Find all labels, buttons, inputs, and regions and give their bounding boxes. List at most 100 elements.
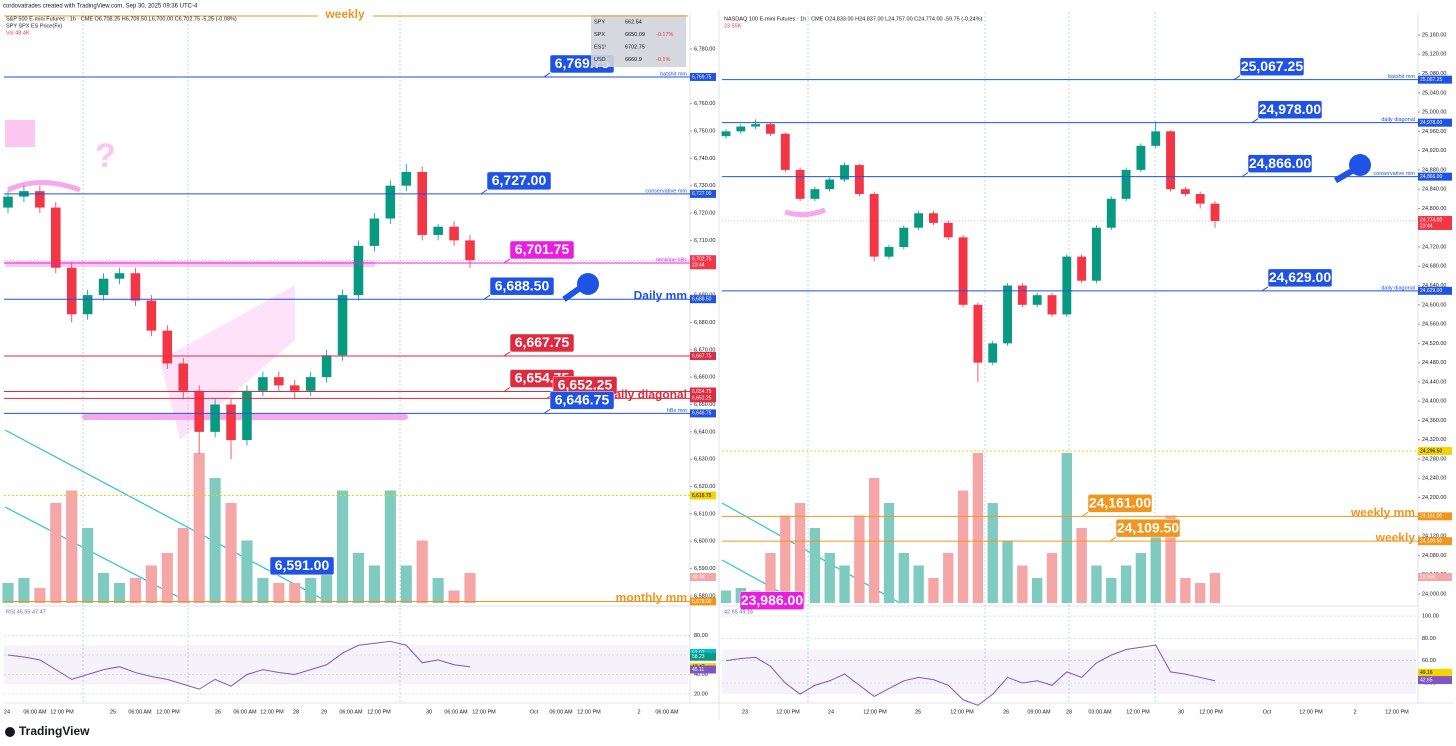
x-tick-label: 06:00 AM [549, 709, 573, 715]
y-tick-label: 25,120.00 [1422, 52, 1446, 58]
rsi-tick-label: 40.00 [694, 672, 708, 678]
volume-bar [1061, 453, 1073, 603]
volume-bar [913, 565, 924, 603]
candle-body [289, 385, 300, 391]
volume-tag [690, 573, 716, 581]
annotation-bg [318, 8, 373, 22]
x-tick-label: 12:00 PM [260, 709, 284, 715]
volume-bar [1091, 565, 1102, 603]
rsi-line [7, 640, 471, 690]
table-cell: ES1! [594, 44, 606, 50]
volume-bar [1209, 573, 1221, 603]
x-tick-label: 12:00 PM [1299, 709, 1323, 715]
rsi-title: 42.65 49.16 [724, 609, 753, 615]
axis-tag [690, 491, 716, 500]
x-tick-label: 12:00 PM [367, 709, 391, 715]
y-tick-label: 6,600.00 [694, 539, 715, 545]
callout-box [1257, 100, 1323, 119]
callout-label: 6,652.25 [558, 377, 613, 393]
x-tick-label: 25 [915, 709, 921, 715]
y-tick-label: 24,920.00 [1422, 148, 1446, 154]
rsi-tick-label: 60.00 [1422, 658, 1436, 664]
rsi-tag-label: 45.11 [692, 667, 704, 673]
callout-leader [503, 387, 511, 392]
level-note: neckline hBs [656, 257, 687, 263]
table-cell: -0.1% [656, 57, 670, 63]
level-note: monthly mm [616, 591, 687, 605]
y-tick-label: 6,720.00 [694, 210, 715, 216]
volume-bar [987, 503, 998, 603]
trendline [4, 506, 191, 604]
volume-bar [972, 453, 984, 603]
y-tick-label: 24,240.00 [1422, 476, 1446, 482]
volume-bar [1150, 528, 1161, 603]
volume-bar [794, 503, 806, 603]
y-tick-label: 6,760.00 [694, 101, 715, 107]
volume-title: Vol 48.4K [6, 30, 30, 36]
price-axis [1418, 12, 1454, 702]
rsi-tag [690, 652, 716, 661]
candle-body [305, 377, 316, 391]
axis-tag [1418, 512, 1452, 521]
y-tick-label: 24,520.00 [1422, 341, 1446, 347]
callout-label: 24,866.00 [1249, 155, 1311, 171]
volume-bar [113, 583, 126, 603]
level-note: daily diagonal [1381, 285, 1415, 291]
y-tick-label: 24,280.00 [1422, 456, 1446, 462]
rsi-line [725, 644, 1216, 706]
volume-bar [305, 578, 317, 603]
callout-label: 6,667.75 [515, 334, 570, 350]
x-tick-label: 26 [215, 709, 221, 715]
rsi-tick-label: 20.00 [694, 691, 708, 697]
volume-bar [18, 578, 30, 603]
y-tick-label: 25,040.00 [1422, 90, 1446, 96]
y-tick-label: 25,080.00 [1422, 71, 1446, 77]
y-tick-label: 6,750.00 [694, 128, 715, 134]
y-tick-label: 24,440.00 [1422, 379, 1446, 385]
last-price-label: 6,702.75 [692, 257, 712, 263]
axis-tag-label: 25,067.25 [1420, 77, 1442, 83]
candle-body [242, 390, 252, 441]
volume-bar [943, 553, 954, 603]
y-tick-label: 6,650.00 [694, 402, 715, 408]
x-tick-label: 06:00 AM [23, 709, 47, 715]
level-note: hBs mm [667, 408, 688, 414]
x-tick-label: 24 [4, 709, 10, 715]
candle-body [449, 226, 459, 241]
callout-box [1247, 154, 1313, 173]
level-note: conservative mm [1373, 171, 1415, 177]
x-tick-label: 12:00 PM [156, 709, 180, 715]
table-cell: 6650.09 [625, 32, 645, 38]
legend-subtitle: SPY SPX ES Price(Fx) [6, 23, 62, 29]
volume-bar [839, 565, 850, 603]
axis-tag-label: 24,161.00 [1420, 514, 1442, 520]
volume-bar [1165, 515, 1176, 603]
candle-body [194, 390, 204, 432]
x-tick-label: 09:00 AM [1027, 709, 1051, 715]
candle-body [736, 126, 746, 132]
rsi-tag [1418, 668, 1452, 677]
y-tick-label: 6,740.00 [694, 156, 715, 162]
candle-body [162, 330, 173, 364]
x-tick-label: 06:00 AM [233, 709, 257, 715]
table-cell: USD [594, 57, 606, 63]
y-tick-label: 24,560.00 [1422, 322, 1446, 328]
last-price-tag [690, 255, 716, 270]
y-tick-label: 24,800.00 [1422, 206, 1446, 212]
callout-box [1115, 518, 1181, 538]
axis-tag-label: 6,654.75 [692, 389, 712, 395]
callout-box [269, 556, 335, 576]
volume-bar [720, 590, 732, 603]
volume-bar [145, 565, 157, 603]
volume-bar [34, 588, 46, 603]
y-tick-label: 24,120.00 [1422, 534, 1446, 540]
volume-bar [898, 553, 910, 603]
x-tick-label: 26 [1003, 709, 1009, 715]
highlight [5, 120, 35, 147]
x-tick-label: 30 [1178, 709, 1184, 715]
level-note: batshit mm [660, 71, 687, 77]
candle-body [114, 273, 125, 279]
volume-bar [98, 573, 110, 603]
candle-body [1092, 227, 1101, 281]
